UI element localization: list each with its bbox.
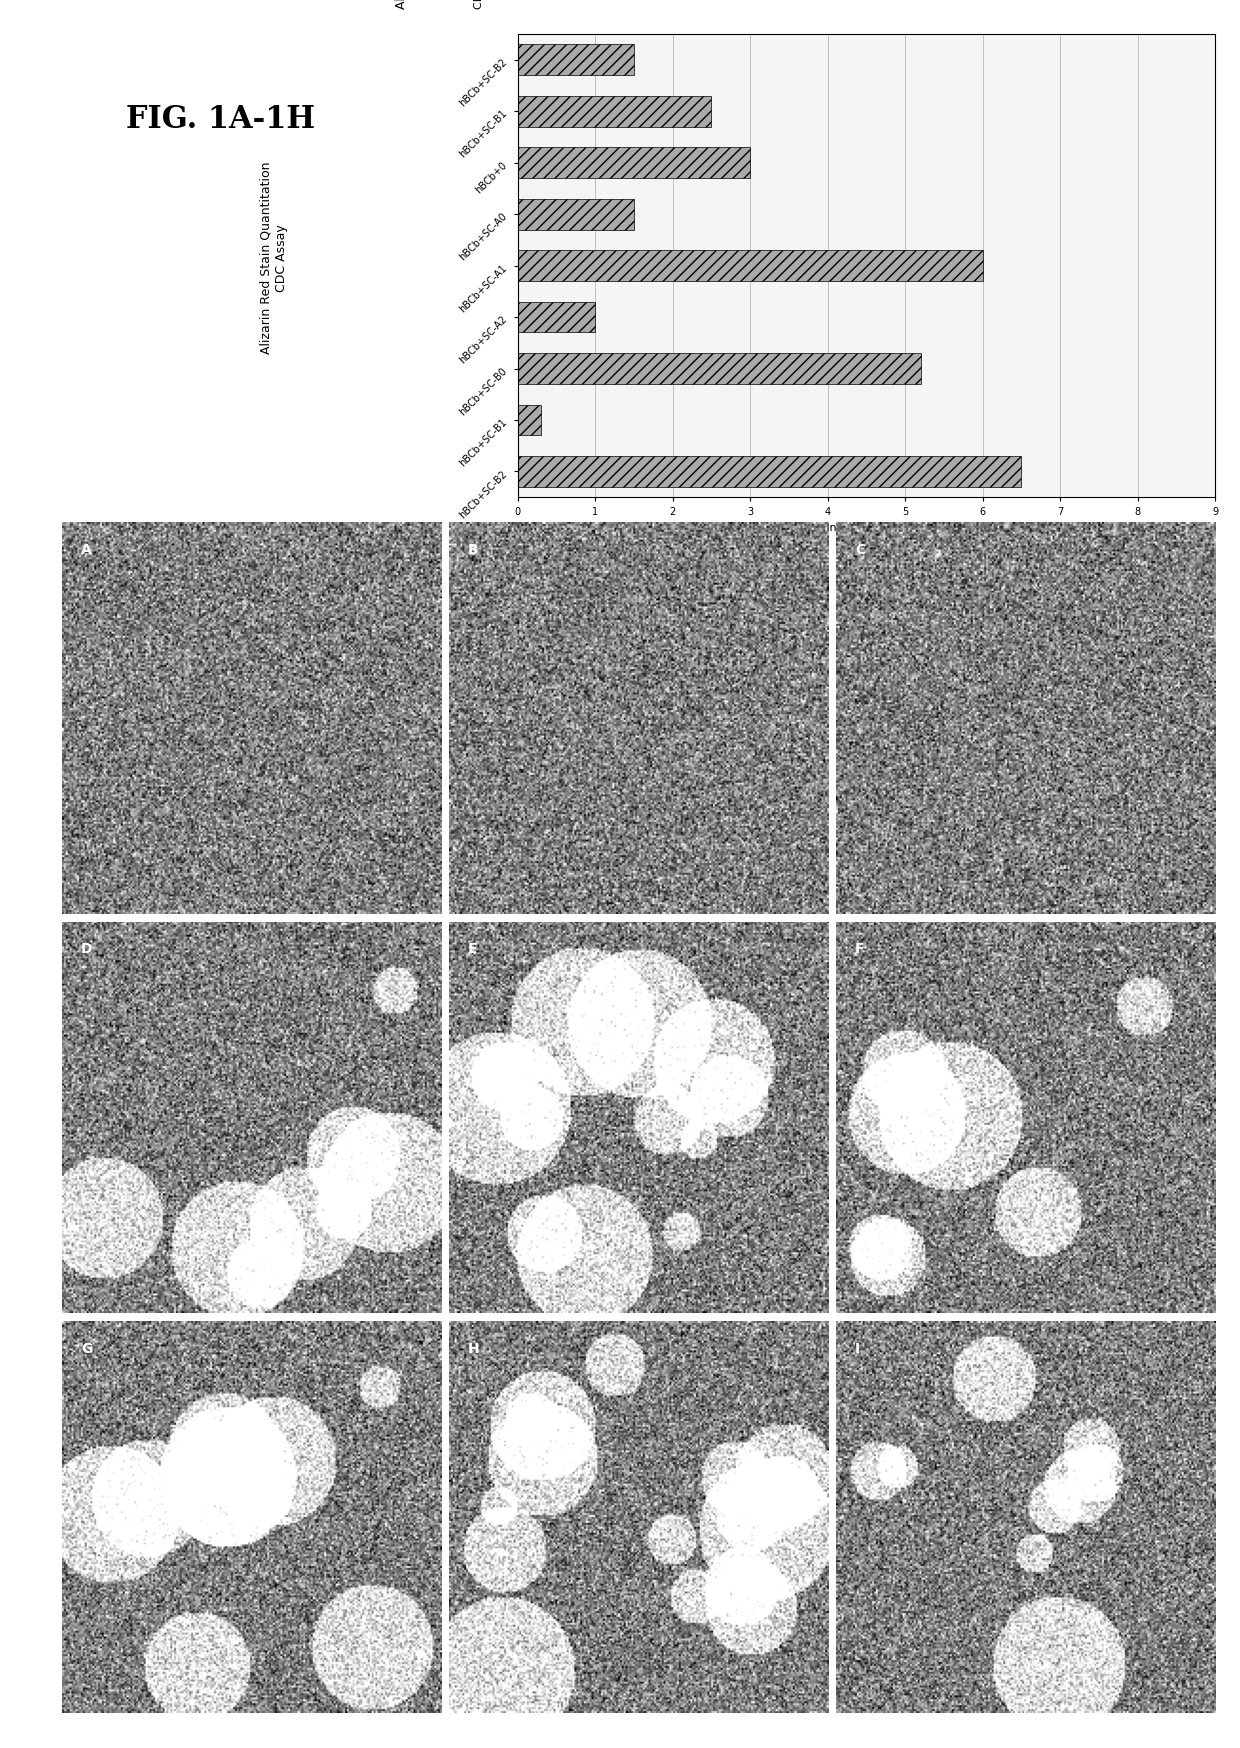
Bar <box>517 96 712 128</box>
Bar <box>517 302 595 334</box>
Text: E: E <box>467 942 477 956</box>
Text: F: F <box>854 942 864 956</box>
Text: Alizarin Red Stain Quantitation: Alizarin Red Stain Quantitation <box>394 0 408 9</box>
Text: D: D <box>81 942 93 956</box>
Text: CDC Assay: CDC Assay <box>474 0 484 9</box>
Text: B: B <box>467 542 479 556</box>
Text: G: G <box>81 1341 92 1355</box>
Bar <box>517 456 1022 488</box>
Text: C: C <box>854 542 866 556</box>
Text: H: H <box>467 1341 480 1355</box>
Text: FIG. 1A-1H: FIG. 1A-1H <box>126 105 315 135</box>
Bar <box>517 353 920 385</box>
Bar <box>517 406 541 437</box>
Text: A: A <box>81 542 92 556</box>
Bar <box>517 199 634 231</box>
Bar <box>517 149 750 178</box>
Bar <box>517 45 634 77</box>
Text: I: I <box>854 1341 861 1355</box>
Title: Alizarin Red Stain Quantitation
CDC Assay: Alizarin Red Stain Quantitation CDC Assa… <box>259 163 288 355</box>
X-axis label: Stain Intensity (Fold): Stain Intensity (Fold) <box>808 523 925 533</box>
Bar <box>517 252 982 281</box>
